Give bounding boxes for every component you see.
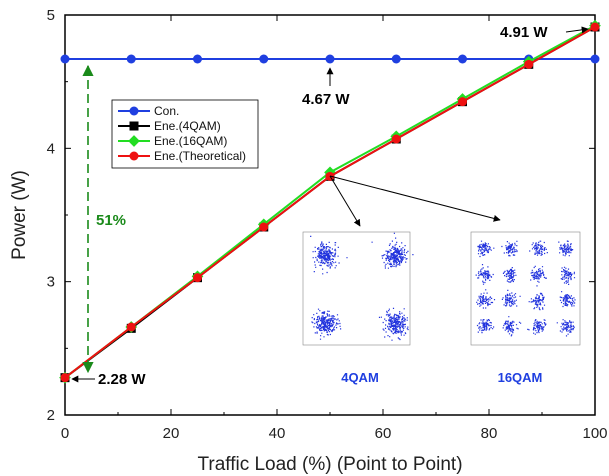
axis-ticks: 0 20 40 60 80 100 2 3 4 5: [47, 7, 608, 442]
constellation-cluster: [530, 265, 547, 287]
data-point: [126, 54, 136, 64]
y-axis-title: Power (W): [9, 170, 30, 260]
constellation-cluster: [378, 307, 409, 341]
x-tick-label: 60: [375, 425, 392, 442]
legend-swatch-marker: [128, 135, 140, 147]
arrow-to-16qam: [329, 175, 501, 222]
y-tick-label: 3: [47, 274, 55, 291]
arrow-to-4qam: [329, 175, 361, 227]
data-point: [590, 22, 600, 32]
constellation-cluster: [475, 264, 494, 285]
x-tick-label: 20: [163, 425, 180, 442]
constellation-cluster: [476, 289, 496, 309]
data-point: [193, 54, 202, 64]
data-point: [325, 54, 335, 64]
con-power-label: 4.67 W: [302, 91, 350, 108]
data-point: [458, 54, 467, 64]
scatter-4qam: [310, 232, 414, 341]
constellation-cluster: [476, 319, 495, 334]
legend-swatch-marker: [129, 151, 139, 161]
constellation-cluster: [560, 266, 576, 285]
constellation-cluster: [527, 319, 547, 335]
constellation-cluster: [528, 292, 546, 311]
x-tick-label: 100: [582, 425, 607, 442]
max-power-arrow: [565, 26, 589, 34]
y-tick-label: 5: [47, 7, 55, 24]
y-tick-label: 4: [47, 140, 55, 157]
data-point: [60, 373, 70, 383]
inset-4qam-constellation: 4QAM: [290, 222, 420, 385]
x-tick-label: 40: [269, 425, 286, 442]
inset-16qam-frame: [440, 222, 585, 362]
x-tick-label: 0: [61, 425, 69, 442]
data-point: [458, 97, 467, 107]
data-point: [391, 54, 401, 64]
constellation-cluster: [477, 240, 495, 258]
legend-label: Con.: [154, 104, 179, 118]
inset-16qam-label: 16QAM: [498, 370, 543, 385]
max-power-label: 4.91 W: [500, 24, 548, 41]
inset-4qam-label: 4QAM: [341, 370, 379, 385]
saving-label: 51%: [96, 212, 126, 229]
x-tick-label: 80: [481, 425, 498, 442]
data-point: [259, 54, 269, 64]
constellation-cluster: [310, 235, 348, 275]
legend-label: Ene.(Theoretical): [154, 149, 246, 163]
constellation-cluster: [501, 240, 518, 257]
x-axis-title: Traffic Load (%) (Point to Point): [197, 454, 462, 475]
constellation-cluster: [502, 316, 522, 337]
constellation-cluster: [556, 319, 575, 337]
constellation-cluster: [311, 308, 342, 340]
y-tick-label: 2: [47, 407, 55, 424]
constellation-cluster: [501, 289, 521, 307]
legend-label: Ene.(16QAM): [154, 134, 227, 148]
constellation-cluster: [502, 267, 517, 283]
data-point: [391, 134, 401, 144]
scatter-16qam: [475, 240, 576, 337]
min-power-label: 2.28 W: [98, 371, 146, 388]
legend-swatch-marker: [129, 106, 139, 116]
data-point: [524, 59, 534, 69]
data-point: [126, 322, 136, 332]
legend-label: Ene.(4QAM): [154, 119, 221, 133]
legend: Con.Ene.(4QAM)Ene.(16QAM)Ene.(Theoretica…: [111, 99, 259, 169]
constellation-cluster: [558, 240, 574, 257]
data-point: [259, 222, 269, 232]
legend-swatch-marker: [129, 121, 139, 131]
inset-16qam-constellation: 16QAM: [440, 222, 585, 385]
constellation-cluster: [559, 291, 576, 308]
constellation-cluster: [529, 240, 548, 256]
data-point: [193, 273, 202, 283]
data-point: [590, 54, 600, 64]
data-point: [60, 54, 70, 64]
inset-4qam-frame: [290, 222, 420, 362]
